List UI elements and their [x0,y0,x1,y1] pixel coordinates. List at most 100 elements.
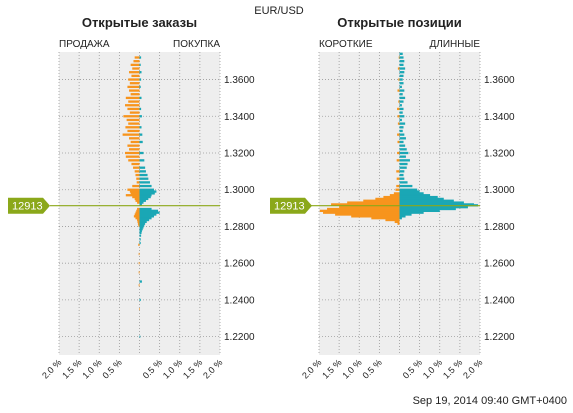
bar-left [130,140,140,144]
bar-right [139,96,142,100]
bar-left [137,218,140,222]
y-tick-label: 1.2800 [224,222,255,233]
bar-right [139,211,160,214]
bar-right [139,199,146,202]
bar-right [399,100,404,103]
bar-left [137,220,140,224]
bar-left [132,195,140,199]
bar-right [399,207,456,211]
bar-left [138,252,140,256]
bar-right [399,71,405,74]
bar-left [127,144,140,147]
y-tick-label: 1.3600 [224,75,255,86]
bar-right [399,177,405,180]
bar-right [399,217,402,220]
bar-left [125,96,140,100]
bar-right [139,203,142,206]
bar-right [399,155,406,158]
bar-right [139,78,142,81]
bar-right [399,96,406,100]
bar-left [389,194,400,197]
bar-left [125,194,140,197]
bar-left [351,215,400,218]
right-side-label: ПОКУПКА [173,39,220,50]
bar-left [138,262,140,265]
bar-left [395,188,400,191]
bar-right [139,151,144,155]
bar-left [129,82,140,85]
bar-right [139,166,146,169]
bar-left [394,220,400,224]
bar-right [139,238,141,241]
bar-right [399,148,407,151]
x-tick-label: 1.5 % [60,357,83,380]
bar-right [399,111,403,114]
y-tick-label: 1.2400 [224,295,255,306]
bar-right [139,126,142,129]
bar-right [139,159,145,162]
bar-right [139,195,151,199]
bar-left [129,111,140,114]
bar-left [327,207,400,211]
left-side-label: КОРОТКИЕ [319,39,373,50]
bar-right [139,217,152,220]
bar-right [139,85,141,89]
bar-right [139,56,142,59]
bar-left [323,211,400,214]
bar-left [137,201,140,204]
bar-left [319,209,400,212]
x-tick-label: 1.0 % [161,357,184,380]
bar-left [135,173,140,177]
bar-left [371,217,400,220]
bar-right [139,192,155,195]
bar-right [139,181,150,184]
bar-left [397,89,400,92]
price-tag-right-shape [270,197,312,214]
bar-left [133,215,140,218]
bar-right [139,213,157,216]
bar-left [335,213,400,216]
bar-right [399,60,405,63]
right-side-label: ДЛИННЫЕ [430,39,481,50]
bar-left [396,159,400,162]
bar-left [138,271,140,274]
bar-right [139,188,154,191]
bar-left [134,170,140,173]
bar-right [139,133,143,136]
y-tick-label: 1.2600 [224,259,255,270]
y-tick-label: 1.2800 [484,222,515,233]
x-tick-label: 2.0 % [201,357,224,380]
bar-right [399,199,454,202]
bar-left [133,166,140,169]
bar-left [136,177,140,180]
bar-left [138,224,140,227]
bar-left [129,89,140,92]
x-tick-label: 1.0 % [340,357,363,380]
bar-right [399,215,406,218]
bar-right [139,107,142,111]
bar-left [122,133,140,136]
bar-left [138,243,140,246]
bar-right [399,104,402,107]
x-tick-label: 1.5 % [320,357,343,380]
bar-right [139,71,142,74]
bar-left [136,181,140,184]
bar-right [399,115,405,118]
bar-left [128,78,140,81]
bar-left [134,56,140,59]
bar-left [393,192,400,195]
y-tick-label: 1.2600 [484,259,515,270]
bar-right [399,181,408,184]
bar-left [135,217,140,220]
bar-right [399,137,406,140]
bar-left [130,93,140,96]
bar-left [127,85,140,89]
bar-left [339,206,400,209]
price-tag-right: 12913 [274,201,305,213]
bar-right [399,107,404,111]
bar-right [139,234,142,237]
bar-left [383,195,400,199]
bar-right [399,188,418,191]
bar-right [399,195,438,199]
bar-right [139,215,154,218]
